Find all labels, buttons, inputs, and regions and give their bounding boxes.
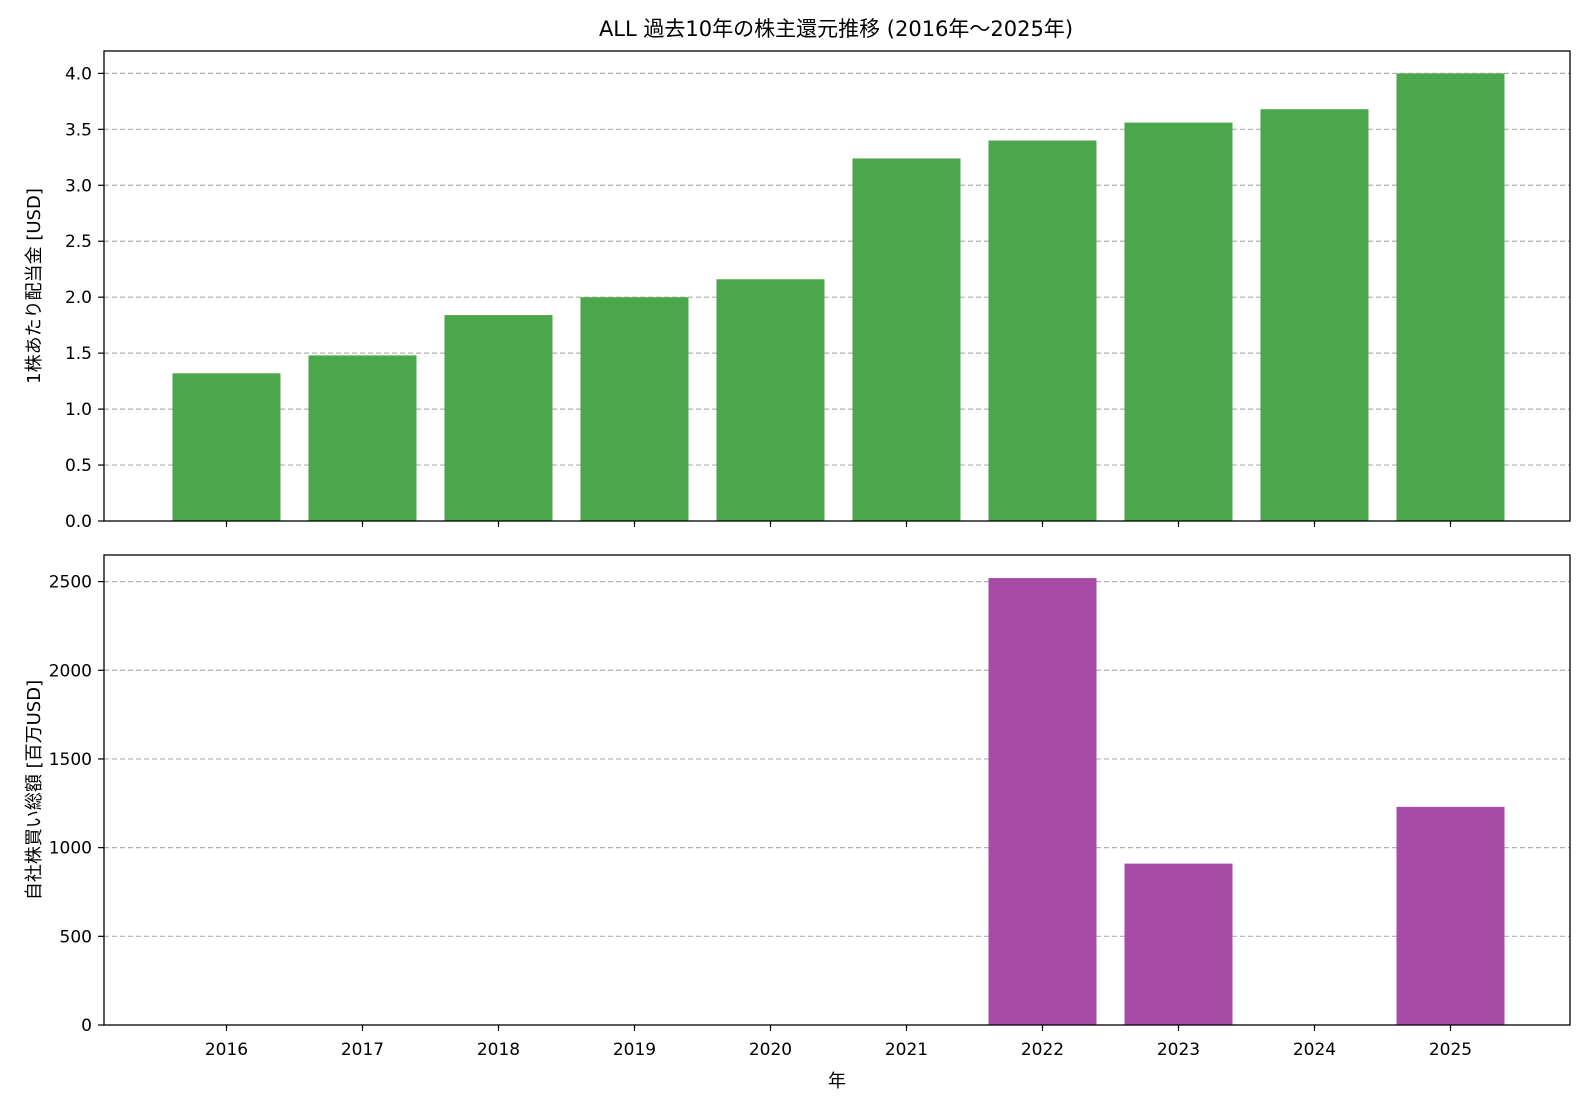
xtick-label-2020: 2020: [749, 1040, 792, 1060]
xtick-label-2025: 2025: [1429, 1040, 1472, 1060]
dividend-ytick-label: 0.5: [65, 456, 92, 476]
dividend-axes-frame: [103, 50, 1571, 522]
buyback-axes-frame: [103, 554, 1571, 1026]
dividend-bar-2023: [1124, 122, 1233, 521]
dividend-ytick-label: 3.0: [65, 176, 92, 196]
dividend-bar-2016: [172, 373, 281, 521]
xtick-label-2019: 2019: [613, 1040, 656, 1060]
dividend-bar-2021: [852, 158, 961, 521]
dividend-ytick-label: 2.5: [65, 232, 92, 252]
buyback-ytick-label: 1500: [49, 750, 92, 770]
dividend-ytick-label: 1.0: [65, 400, 92, 420]
buyback-ytick-label: 1000: [49, 839, 92, 859]
dividend-bar-2020: [716, 279, 825, 521]
xtick-label-2018: 2018: [477, 1040, 520, 1060]
buyback-bar-2025: [1396, 806, 1505, 1025]
x-axis-label: 年: [828, 1071, 846, 1092]
dividend-ytick-label: 4.0: [65, 64, 92, 84]
buyback-ytick-label: 2000: [49, 661, 92, 681]
buyback-ytick-label: 500: [60, 927, 92, 947]
dividend-bar-2022: [988, 140, 1097, 521]
dividend-bar-2025: [1396, 73, 1505, 521]
xtick-label-2023: 2023: [1157, 1040, 1200, 1060]
dividend-ylabel: 1株あたり配当金 [USD]: [24, 188, 45, 384]
dividend-ytick-label: 1.5: [65, 344, 92, 364]
chart-title: ALL 過去10年の株主還元推移 (2016年〜2025年): [599, 17, 1073, 41]
dividend-ytick-label: 3.5: [65, 120, 92, 140]
buyback-ytick-label: 2500: [49, 573, 92, 593]
xtick-label-2017: 2017: [341, 1040, 384, 1060]
xtick-label-2016: 2016: [205, 1040, 248, 1060]
buyback-ylabel: 自社株買い総額 [百万USD]: [24, 680, 45, 900]
dividend-ytick-label: 0.0: [65, 512, 92, 532]
dividend-ytick-label: 2.0: [65, 288, 92, 308]
dividend-bar-2018: [444, 315, 553, 521]
buyback-ytick-label: 0: [81, 1016, 92, 1036]
dividend-bar-2017: [308, 355, 417, 521]
dividend-bar-2019: [580, 297, 689, 521]
buyback-bar-2023: [1124, 863, 1233, 1025]
dividend-bar-2024: [1260, 109, 1369, 521]
xtick-label-2022: 2022: [1021, 1040, 1064, 1060]
buyback-bar-2022: [988, 578, 1097, 1025]
xtick-label-2024: 2024: [1293, 1040, 1336, 1060]
xtick-label-2021: 2021: [885, 1040, 928, 1060]
